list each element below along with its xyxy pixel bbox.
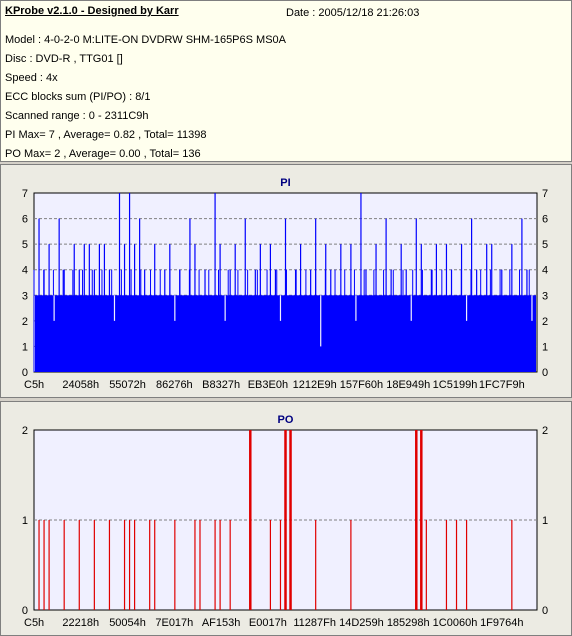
x-tick-label: 157F60h	[340, 379, 383, 391]
po-chart-panel: PO 0 0 1 1 2 2 C5h 22218h 50054h 7E017h AF153h E0017…	[0, 401, 572, 636]
x-tick-label: 18E949h	[386, 379, 430, 391]
y-tick-label-right: 1	[542, 341, 548, 353]
scan-speed: Speed : 4x	[5, 72, 58, 84]
x-tick-label: 185298h	[387, 617, 430, 629]
y-tick-label-right: 2	[542, 425, 548, 437]
x-tick-label: 14D259h	[339, 617, 384, 629]
disc-type: Disc : DVD-R , TTG01 []	[5, 53, 123, 65]
scan-date: Date : 2005/12/18 21:26:03	[286, 7, 420, 19]
x-tick-label: AF153h	[202, 617, 241, 629]
drive-model: Model : 4-0-2-0 M:LITE-ON DVDRW SHM-165P…	[5, 34, 286, 46]
y-tick-label-left: 2	[22, 425, 28, 437]
x-tick-label: 1212E9h	[293, 379, 337, 391]
ecc-blocks-sum: ECC blocks sum (PI/PO) : 8/1	[5, 91, 151, 103]
x-tick-label: 55072h	[109, 379, 146, 391]
y-tick-label-left: 0	[22, 367, 28, 379]
y-tick-label-right: 1	[542, 515, 548, 527]
y-tick-label-left: 5	[22, 239, 28, 251]
x-tick-label: 50054h	[109, 617, 146, 629]
app-title: KProbe v2.1.0 - Designed by Karr	[5, 5, 179, 17]
y-tick-label-left: 7	[22, 188, 28, 200]
x-tick-label: 86276h	[156, 379, 193, 391]
x-tick-label: 1C0060h	[433, 617, 478, 629]
x-tick-label: 22218h	[62, 617, 99, 629]
po-chart: PO 0 0 1 1 2 2 C5h 22218h 50054h 7E017h AF153h E0017…	[22, 414, 548, 629]
y-tick-label-right: 2	[542, 316, 548, 328]
y-tick-label-left: 6	[22, 214, 28, 226]
y-tick-label-left: 4	[22, 265, 28, 277]
y-tick-label-left: 1	[22, 341, 28, 353]
x-tick-label: B8327h	[202, 379, 240, 391]
x-tick-label: C5h	[24, 379, 44, 391]
pi-chart: PI 0 0 1 1 2 2 3 3 4 4 5 5 6 6 7 7 C5h 24058h 55072h 86276h B…	[22, 177, 548, 391]
y-tick-label-left: 3	[22, 290, 28, 302]
y-tick-label-right: 0	[542, 605, 548, 617]
x-tick-label: 11287Fh	[293, 617, 336, 629]
y-tick-label-left: 2	[22, 316, 28, 328]
x-tick-label: 1FC7F9h	[479, 379, 525, 391]
x-tick-label: 1C5199h	[433, 379, 478, 391]
y-tick-label-right: 0	[542, 367, 548, 379]
x-tick-label: 1F9764h	[480, 617, 523, 629]
x-tick-label: 24058h	[62, 379, 99, 391]
y-tick-label-right: 6	[542, 214, 548, 226]
y-tick-label-right: 3	[542, 290, 548, 302]
y-tick-label-left: 0	[22, 605, 28, 617]
chart-title: PO	[278, 414, 294, 426]
y-tick-label-right: 4	[542, 265, 548, 277]
disc-info-panel: KProbe v2.1.0 - Designed by Karr Date : …	[0, 0, 572, 162]
po-summary: PO Max= 2 , Average= 0.00 , Total= 136	[5, 148, 201, 160]
chart-title: PI	[280, 177, 290, 189]
y-tick-label-left: 1	[22, 515, 28, 527]
x-tick-label: C5h	[24, 617, 44, 629]
x-tick-label: EB3E0h	[248, 379, 288, 391]
pi-summary: PI Max= 7 , Average= 0.82 , Total= 11398	[5, 129, 207, 141]
pi-chart-panel: PI 0 0 1 1 2 2 3 3 4 4 5 5 6 6 7 7 C5h 24058h 55072h 86276h B…	[0, 164, 572, 398]
x-tick-label: 7E017h	[155, 617, 193, 629]
y-tick-label-right: 7	[542, 188, 548, 200]
y-tick-label-right: 5	[542, 239, 548, 251]
x-tick-label: E0017h	[249, 617, 287, 629]
scanned-range: Scanned range : 0 - 2311C9h	[5, 110, 149, 122]
